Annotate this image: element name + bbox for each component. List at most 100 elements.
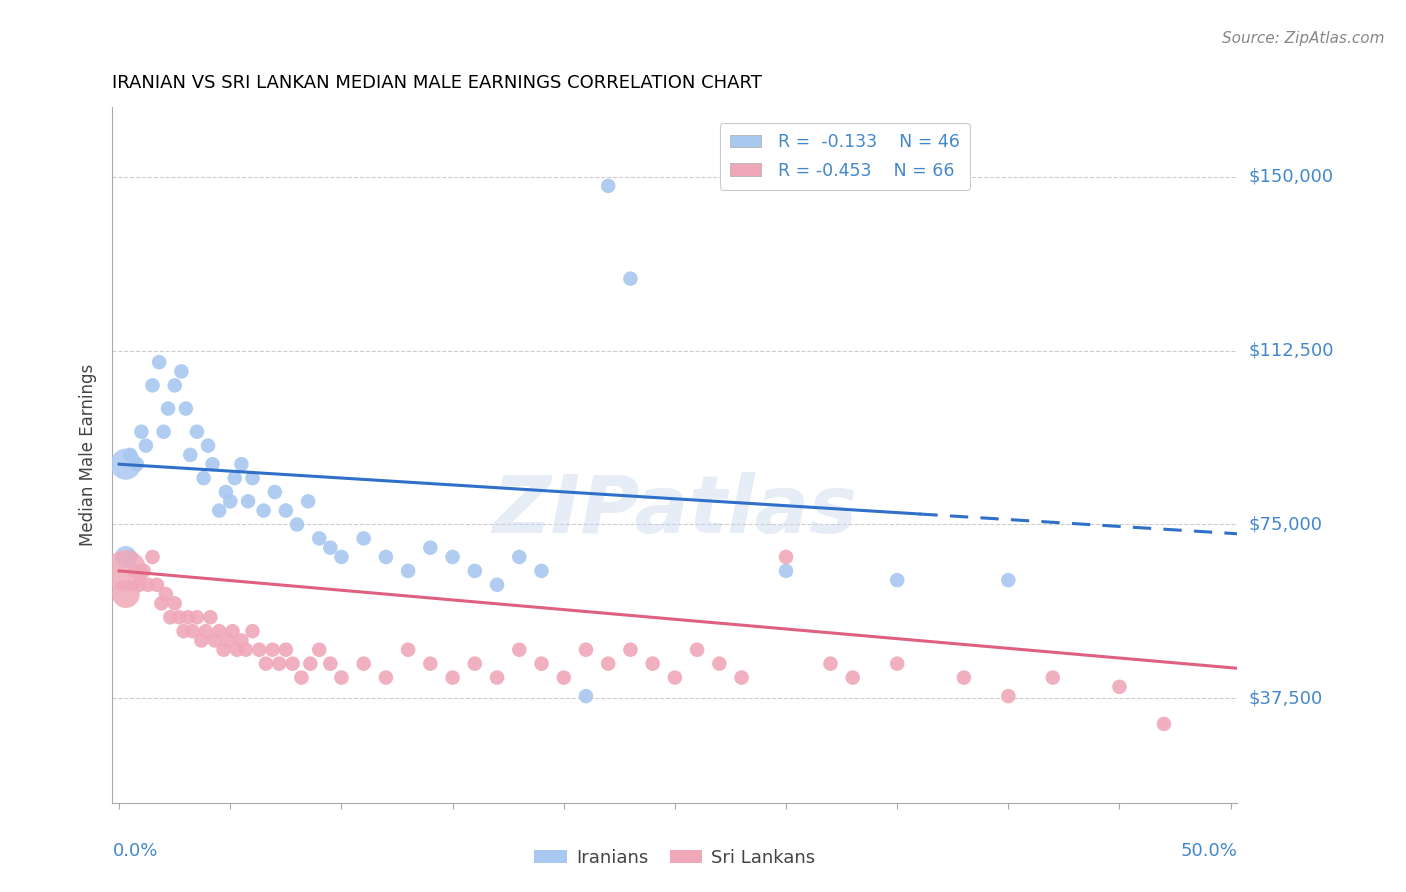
Point	[141, 378, 163, 392]
Point	[208, 624, 231, 639]
Point	[146, 578, 169, 592]
Point	[419, 657, 441, 671]
Point	[170, 364, 193, 378]
Point	[254, 657, 277, 671]
Point	[530, 564, 553, 578]
Point	[219, 494, 242, 508]
Point	[575, 642, 598, 657]
Point	[131, 425, 153, 439]
Point	[419, 541, 441, 555]
Point	[114, 587, 136, 601]
Point	[619, 642, 641, 657]
Point	[242, 624, 264, 639]
Point	[235, 642, 257, 657]
Point	[709, 657, 731, 671]
Point	[353, 657, 375, 671]
Point	[150, 596, 173, 610]
Point	[163, 596, 186, 610]
Point	[155, 587, 177, 601]
Point	[242, 471, 264, 485]
Point	[619, 271, 641, 285]
Point	[508, 549, 530, 564]
Point	[186, 610, 208, 624]
Point	[262, 642, 284, 657]
Point	[181, 624, 204, 639]
Point	[197, 439, 219, 453]
Point	[120, 549, 142, 564]
Point	[953, 671, 976, 685]
Point	[441, 549, 464, 564]
Point	[820, 657, 842, 671]
Point	[530, 657, 553, 671]
Point	[221, 624, 243, 639]
Point	[374, 671, 396, 685]
Point	[125, 457, 148, 471]
Point	[730, 671, 752, 685]
Point	[124, 564, 146, 578]
Point	[641, 657, 664, 671]
Point	[194, 624, 217, 639]
Point	[174, 401, 197, 416]
Point	[319, 541, 342, 555]
Point	[575, 689, 598, 703]
Text: IRANIAN VS SRI LANKAN MEDIAN MALE EARNINGS CORRELATION CHART: IRANIAN VS SRI LANKAN MEDIAN MALE EARNIN…	[112, 74, 762, 92]
Point	[486, 671, 509, 685]
Point	[128, 578, 150, 592]
Point	[114, 549, 136, 564]
Point	[204, 633, 226, 648]
Point	[226, 642, 249, 657]
Point	[136, 578, 159, 592]
Text: $75,000: $75,000	[1249, 516, 1323, 533]
Point	[1042, 671, 1064, 685]
Point	[886, 573, 908, 587]
Point	[886, 657, 908, 671]
Point	[308, 532, 330, 546]
Point	[686, 642, 709, 657]
Point	[186, 425, 208, 439]
Point	[173, 624, 195, 639]
Point	[775, 564, 797, 578]
Point	[208, 503, 231, 517]
Text: ZIPatlas: ZIPatlas	[492, 472, 858, 549]
Text: Source: ZipAtlas.com: Source: ZipAtlas.com	[1222, 31, 1385, 46]
Point	[114, 457, 136, 471]
Point	[664, 671, 686, 685]
Point	[997, 689, 1019, 703]
Y-axis label: Median Male Earnings: Median Male Earnings	[79, 364, 97, 546]
Text: $37,500: $37,500	[1249, 690, 1323, 707]
Point	[396, 564, 419, 578]
Text: $150,000: $150,000	[1249, 168, 1333, 186]
Point	[319, 657, 342, 671]
Point	[217, 633, 239, 648]
Point	[159, 610, 181, 624]
Point	[200, 610, 222, 624]
Point	[285, 517, 308, 532]
Point	[396, 642, 419, 657]
Point	[193, 471, 215, 485]
Point	[152, 425, 174, 439]
Point	[224, 471, 246, 485]
Point	[281, 657, 304, 671]
Point	[841, 671, 863, 685]
Point	[179, 448, 201, 462]
Point	[353, 532, 375, 546]
Point	[177, 610, 200, 624]
Point	[1108, 680, 1130, 694]
Point	[190, 633, 212, 648]
Point	[297, 494, 319, 508]
Point	[598, 178, 620, 193]
Point	[330, 671, 353, 685]
Point	[553, 671, 575, 685]
Point	[508, 642, 530, 657]
Point	[464, 564, 486, 578]
Point	[231, 633, 253, 648]
Point	[464, 657, 486, 671]
Point	[775, 549, 797, 564]
Point	[374, 549, 396, 564]
Point	[486, 578, 509, 592]
Point	[148, 355, 170, 369]
Point	[135, 439, 157, 453]
Point	[290, 671, 312, 685]
Point	[441, 671, 464, 685]
Point	[212, 642, 235, 657]
